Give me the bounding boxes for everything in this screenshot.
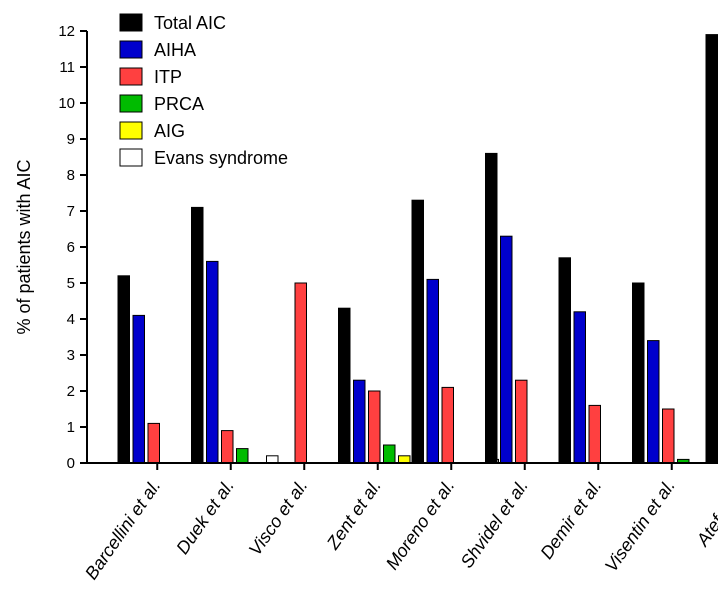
legend-swatch-itp bbox=[119, 67, 143, 86]
bar-aiha-0 bbox=[132, 314, 145, 464]
y-tick-label: 7 bbox=[67, 203, 75, 220]
bar-aiha-6 bbox=[573, 311, 586, 464]
bar-aig-3 bbox=[398, 455, 411, 464]
bar-evans-syndrome-1 bbox=[266, 455, 279, 464]
bar-itp-1 bbox=[221, 430, 234, 464]
bar-total-aic-6 bbox=[558, 257, 571, 464]
y-tick-label: 5 bbox=[67, 275, 75, 292]
y-tick-label: 12 bbox=[58, 23, 75, 40]
x-ticks: Barcellini et al. Duek et al. Visco et al.… bbox=[81, 463, 718, 583]
bar-itp-2 bbox=[294, 282, 307, 464]
bar-aiha-1 bbox=[206, 260, 219, 464]
bar-total-aic-8 bbox=[705, 34, 718, 464]
legend-label: ITP bbox=[154, 67, 182, 87]
y-tick-label: 6 bbox=[67, 239, 75, 256]
legend-label: AIHA bbox=[154, 40, 196, 60]
bar-total-aic-4 bbox=[411, 199, 424, 464]
bar-itp-0 bbox=[147, 422, 160, 464]
legend-swatch-aiha bbox=[119, 40, 143, 59]
bar-total-aic-3 bbox=[338, 307, 351, 464]
legend-swatch-prca bbox=[119, 94, 143, 113]
y-tick-label: 2 bbox=[67, 383, 75, 400]
y-axis-title: % of patients with AIC bbox=[14, 159, 34, 334]
bar-total-aic-0 bbox=[117, 275, 130, 464]
y-tick-label: 1 bbox=[67, 419, 75, 436]
y-tick-label: 10 bbox=[58, 95, 75, 112]
x-category-label: Duek et al. bbox=[172, 476, 238, 558]
bar-itp-7 bbox=[662, 408, 675, 464]
bar-itp-3 bbox=[368, 390, 381, 464]
legend-label: AIG bbox=[154, 121, 185, 141]
y-tick-label: 11 bbox=[59, 59, 75, 76]
legend-swatch-evans-syndrome bbox=[119, 148, 143, 167]
x-category-label: Visentin et al. bbox=[601, 476, 679, 576]
bar-itp-6 bbox=[588, 404, 601, 464]
x-category-label: Atef et al. bbox=[692, 476, 718, 551]
bar-itp-4 bbox=[441, 386, 454, 464]
bar-total-aic-7 bbox=[632, 282, 645, 464]
y-tick-label: 9 bbox=[67, 131, 75, 148]
bar-total-aic-5 bbox=[485, 152, 498, 464]
x-category-label: Visco et al. bbox=[245, 476, 312, 559]
legend-label: PRCA bbox=[154, 94, 204, 114]
legend: Total AIC AIHA ITP PRCA AIG Evans syndrome bbox=[119, 13, 288, 168]
legend-label: Evans syndrome bbox=[154, 148, 288, 168]
x-category-label: Barcellini et al. bbox=[81, 476, 165, 583]
bar-aiha-3 bbox=[353, 379, 366, 464]
legend-swatch-aig bbox=[119, 121, 143, 140]
x-category-label: Demir et al. bbox=[536, 476, 605, 563]
bar-aiha-4 bbox=[426, 278, 439, 464]
bar-prca-3 bbox=[383, 444, 396, 464]
y-tick-label: 8 bbox=[67, 167, 75, 184]
y-tick-label: 0 bbox=[67, 455, 75, 472]
bar-prca-1 bbox=[236, 448, 249, 464]
x-category-label: Zent et al. bbox=[322, 476, 385, 554]
bar-aiha-7 bbox=[647, 340, 660, 464]
y-tick-label: 4 bbox=[67, 311, 75, 328]
bar-total-aic-1 bbox=[191, 206, 204, 464]
x-category-label: Shvidel et al. bbox=[457, 476, 532, 572]
y-tick-label: 3 bbox=[67, 347, 75, 364]
bar-aiha-5 bbox=[500, 235, 513, 464]
legend-swatch-total-aic bbox=[119, 13, 143, 32]
legend-label: Total AIC bbox=[154, 13, 226, 33]
x-category-label: Moreno et al. bbox=[382, 476, 459, 574]
bar-itp-5 bbox=[515, 379, 528, 464]
bars-layer bbox=[117, 34, 718, 464]
